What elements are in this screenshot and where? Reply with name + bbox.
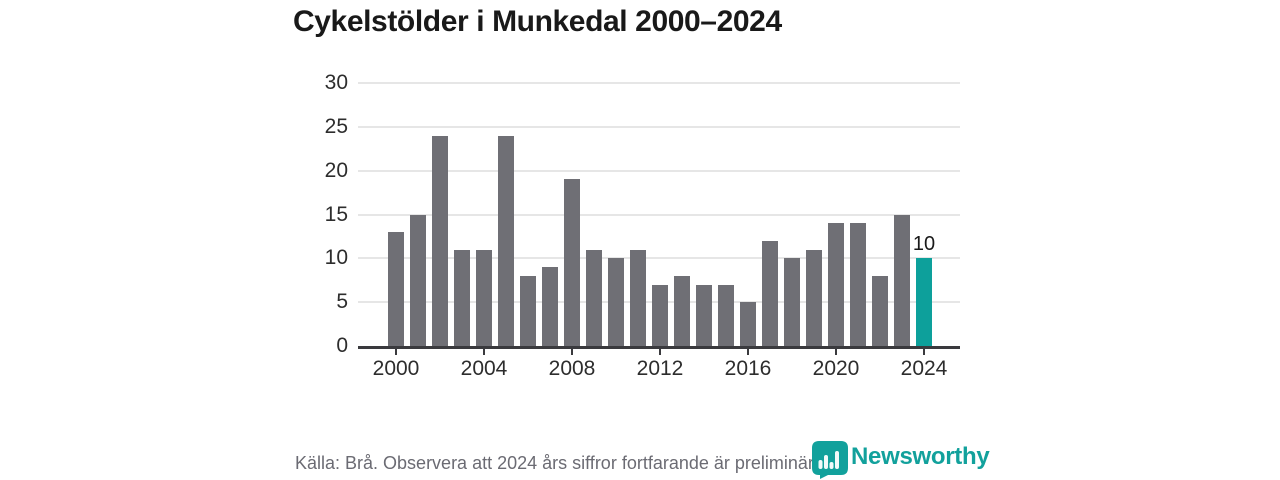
x-axis-label-2020: 2020	[812, 357, 860, 380]
bar-2003	[454, 249, 470, 346]
x-axis-label-2008: 2008	[548, 357, 596, 380]
plot-area: 0 5 10 15 20 25 30 2000 2004 2008 2012 2016 2020 2024…	[325, 71, 960, 380]
bar-2001	[410, 214, 426, 346]
bar-2009	[586, 249, 602, 346]
gridline-10	[358, 257, 960, 260]
bar-2013	[674, 275, 690, 346]
x-tick-2024	[923, 349, 925, 355]
bar-2006	[520, 275, 536, 346]
bar-2010	[608, 258, 624, 346]
y-axis-label-15: 15	[324, 202, 348, 226]
bar-2008	[564, 179, 580, 346]
newsworthy-logo-text: Newsworthy	[851, 443, 990, 470]
bar-2022	[872, 275, 888, 346]
highlight-value-label: 10	[912, 233, 936, 256]
gridline-15	[358, 213, 960, 216]
bar-2020	[828, 223, 844, 346]
y-axis-label-25: 25	[324, 114, 348, 138]
bar-2002	[432, 135, 448, 346]
bar-2011	[630, 249, 646, 346]
gridline-20	[358, 169, 960, 172]
bar-2015	[718, 284, 734, 346]
x-tick-2012	[659, 349, 661, 355]
chart-title: Cykelstölder i Munkedal 2000–2024	[293, 5, 782, 38]
gridline-30	[358, 82, 960, 84]
x-tick-2000	[395, 349, 397, 355]
bar-2012	[652, 284, 668, 346]
bar-2004	[476, 249, 492, 346]
bar-2017	[762, 240, 778, 346]
newsworthy-logo: Newsworthy	[812, 441, 990, 479]
x-axis-label-2004: 2004	[460, 357, 508, 380]
bar-2005	[498, 135, 514, 346]
x-axis-label-2000: 2000	[372, 357, 420, 380]
x-tick-2020	[835, 349, 837, 355]
source-note: Källa: Brå. Observera att 2024 års siffr…	[295, 453, 829, 473]
x-tick-2008	[571, 349, 573, 355]
x-tick-2004	[483, 349, 485, 355]
y-axis-label-0: 0	[336, 334, 348, 357]
y-axis-label-5: 5	[336, 290, 348, 314]
y-axis-label-10: 10	[324, 246, 348, 270]
y-axis-label-30: 30	[324, 71, 348, 94]
bar-2024	[916, 258, 932, 346]
bar-2014	[696, 284, 712, 346]
x-tick-2016	[747, 349, 749, 355]
x-axis-label-2016: 2016	[724, 357, 772, 380]
bar-2000	[388, 232, 404, 346]
x-axis-label-2024: 2024	[900, 357, 948, 380]
bar-2019	[806, 249, 822, 346]
bar-2021	[850, 223, 866, 346]
bar-chart-bubble-icon	[812, 441, 848, 479]
bar-2016	[740, 302, 756, 346]
x-axis-label-2012: 2012	[636, 357, 684, 380]
gridline-25	[358, 125, 960, 128]
bar-2018	[784, 258, 800, 346]
bar-2023	[894, 214, 910, 346]
bar-2007	[542, 267, 558, 346]
y-axis-label-20: 20	[324, 158, 348, 182]
